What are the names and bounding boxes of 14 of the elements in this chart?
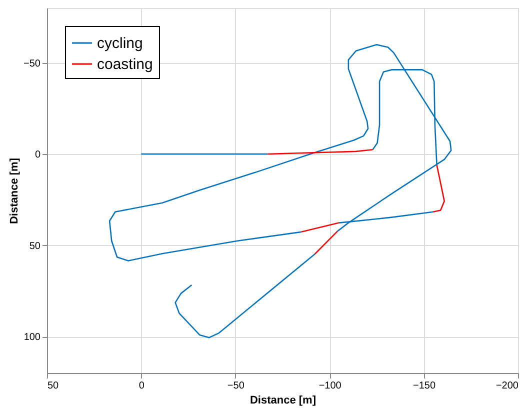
y-tick-label: 50 xyxy=(29,240,41,252)
y-tick-label: 0 xyxy=(34,150,41,160)
x-tick-label: −150 xyxy=(413,380,436,392)
y-tick-label: −50 xyxy=(24,58,41,70)
y-tick-label: 100 xyxy=(24,332,41,343)
x-tick-label: 0 xyxy=(138,380,145,392)
legend-label: cycling xyxy=(97,35,143,52)
x-axis-title: Distance [m] xyxy=(250,394,316,406)
y-axis-title: Distance [m] xyxy=(8,158,21,224)
x-tick-label: −200 xyxy=(496,380,519,392)
x-tick-label: 50 xyxy=(48,380,60,392)
x-tick-label: −100 xyxy=(318,380,342,392)
legend-label: coasting xyxy=(97,56,153,73)
x-tick-label: −50 xyxy=(227,380,245,392)
